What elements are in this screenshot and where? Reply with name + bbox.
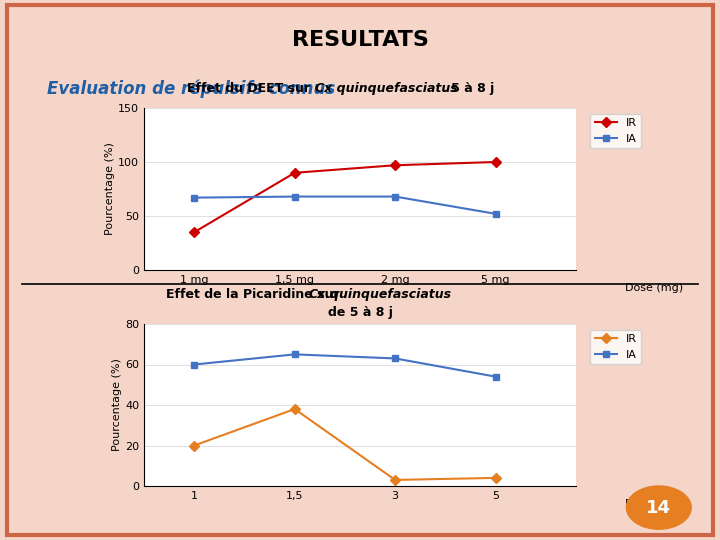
Line: IR: IR [191, 406, 499, 483]
Legend: IR, IA: IR, IA [590, 329, 642, 364]
IR [190, 442, 199, 449]
IA [290, 351, 299, 357]
Text: Effet du DEET sur: Effet du DEET sur [187, 82, 315, 95]
IA [190, 194, 199, 201]
IA [491, 374, 500, 380]
Line: IR: IR [191, 159, 499, 235]
Circle shape [626, 486, 691, 529]
Y-axis label: Pourcentage (%): Pourcentage (%) [105, 143, 115, 235]
IA [190, 361, 199, 368]
IR [290, 170, 299, 176]
Text: . 5 à 8 j: . 5 à 8 j [442, 82, 495, 95]
IA [391, 193, 400, 200]
IR [391, 162, 400, 168]
Text: RESULTATS: RESULTATS [292, 30, 428, 51]
IR [491, 159, 500, 165]
IR [190, 229, 199, 235]
Text: 14: 14 [647, 498, 671, 517]
Y-axis label: Pourcentage (%): Pourcentage (%) [112, 359, 122, 451]
Text: Effet de la Picaridine sur: Effet de la Picaridine sur [166, 288, 343, 301]
IR [391, 477, 400, 483]
IR [290, 406, 299, 413]
IA [391, 355, 400, 362]
Text: Cx.quinquefasciatus: Cx.quinquefasciatus [308, 288, 451, 301]
Text: Evaluation de répulsifs connus: Evaluation de répulsifs connus [47, 80, 335, 98]
Text: Cx quinquefasciatus: Cx quinquefasciatus [315, 82, 457, 95]
Line: IA: IA [191, 351, 499, 380]
IR [491, 475, 500, 481]
Legend: IR, IA: IR, IA [590, 113, 642, 148]
IA [491, 211, 500, 217]
Text: de 5 à 8 j: de 5 à 8 j [328, 306, 392, 319]
Text: Dose (mg): Dose (mg) [625, 499, 683, 509]
Line: IA: IA [191, 193, 499, 217]
Text: Dose (mg): Dose (mg) [625, 283, 683, 293]
IA [290, 193, 299, 200]
